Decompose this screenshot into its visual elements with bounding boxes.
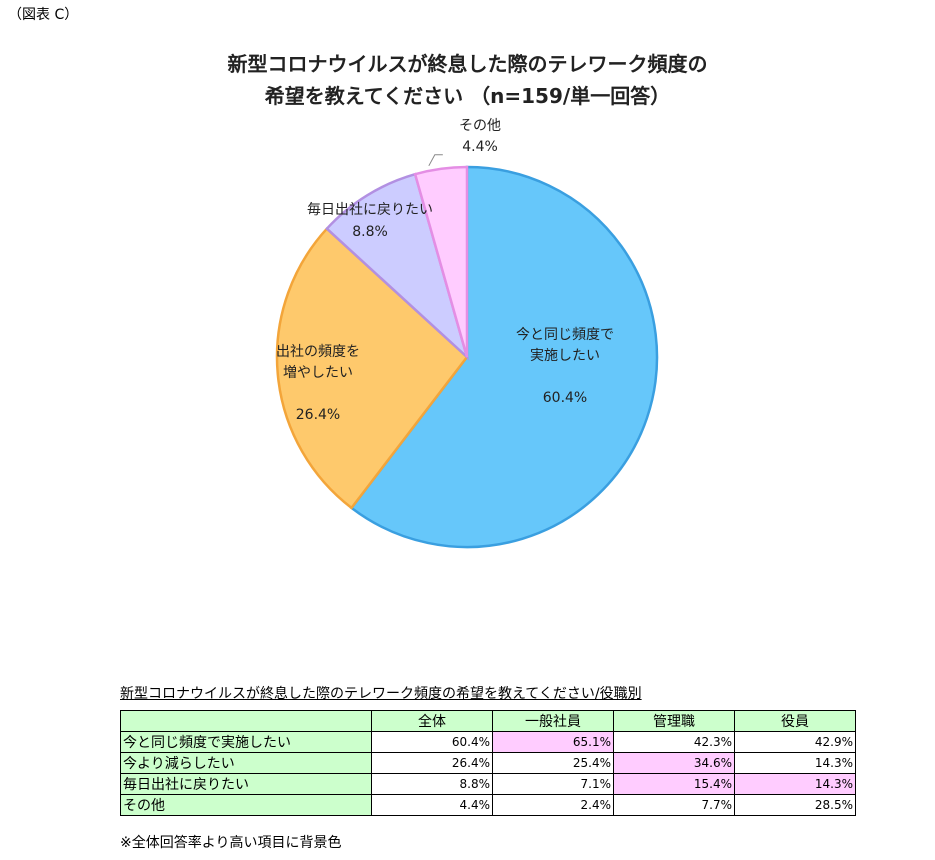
row-label: その他 xyxy=(120,794,372,816)
cell: 26.4% xyxy=(371,752,493,774)
table-row: 今と同じ頻度で実施したい 60.4% 65.1% 42.3% 42.9% xyxy=(120,731,856,753)
slice-value: 26.4% xyxy=(295,407,341,423)
table-row: 今より減らしたい 26.4% 25.4% 34.6% 14.3% xyxy=(120,752,856,774)
cell: 42.3% xyxy=(613,731,735,753)
slice-value: 60.4% xyxy=(542,390,588,406)
cell: 15.4% xyxy=(613,773,735,795)
column-header: 全体 xyxy=(371,710,493,732)
pie-slice xyxy=(349,165,659,549)
corner-cell xyxy=(120,710,372,732)
pie-slice xyxy=(413,165,469,358)
cell: 7.1% xyxy=(492,773,614,795)
cell: 2.4% xyxy=(492,794,614,816)
table-note: ※全体回答率より高い項目に背景色 xyxy=(120,835,342,851)
table: 全体 一般社員 管理職 役員 今と同じ頻度で実施したい 60.4% 65.1% 42.3% 42… xyxy=(120,710,856,816)
chart xyxy=(275,154,659,549)
cell: 28.5% xyxy=(734,794,856,816)
cell: 60.4% xyxy=(371,731,493,753)
column-header: 管理職 xyxy=(613,710,735,732)
slice-label: 出社の頻度を 増やしたい xyxy=(276,344,360,381)
leader-line xyxy=(428,154,443,167)
row-label: 毎日出社に戻りたい xyxy=(120,773,372,795)
cell: 7.7% xyxy=(613,794,735,816)
row-label: 今と同じ頻度で実施したい xyxy=(120,731,372,753)
cell: 14.3% xyxy=(734,773,856,795)
cell: 4.4% xyxy=(371,794,493,816)
cell: 8.8% xyxy=(371,773,493,795)
table-row: その他 4.4% 2.4% 7.7% 28.5% xyxy=(120,794,856,816)
cell: 65.1% xyxy=(492,731,614,753)
table-title: 新型コロナウイルスが終息した際のテレワーク頻度の希望を教えてください/役職別 xyxy=(120,686,642,702)
cell: 34.6% xyxy=(613,752,735,774)
column-header: 一般社員 xyxy=(492,710,614,732)
chart-title: 新型コロナウイルスが終息した際のテレワーク頻度の 希望を教えてください （n=1… xyxy=(0,48,935,112)
figure-label: （図表 C） xyxy=(8,7,79,23)
row-label: 今より減らしたい xyxy=(120,752,372,774)
slice-label: その他 xyxy=(459,118,501,134)
cell: 42.9% xyxy=(734,731,856,753)
slice-value: 4.4% xyxy=(462,139,498,155)
table-row: 毎日出社に戻りたい 8.8% 7.1% 15.4% 14.3% xyxy=(120,773,856,795)
slice-label: 今と同じ頻度で 実施したい xyxy=(516,327,614,364)
slice-value: 8.8% xyxy=(352,224,388,240)
slice-label: 毎日出社に戻りたい xyxy=(307,202,433,218)
column-header: 役員 xyxy=(734,710,856,732)
title-line: 希望を教えてください （n=159/単一回答） xyxy=(264,84,671,108)
cell: 25.4% xyxy=(492,752,614,774)
cell: 14.3% xyxy=(734,752,856,774)
title-line: 新型コロナウイルスが終息した際のテレワーク頻度の xyxy=(227,52,708,76)
pie-slice xyxy=(275,226,469,510)
pie-slice xyxy=(325,172,470,361)
header-row: 全体 一般社員 管理職 役員 xyxy=(120,710,856,732)
